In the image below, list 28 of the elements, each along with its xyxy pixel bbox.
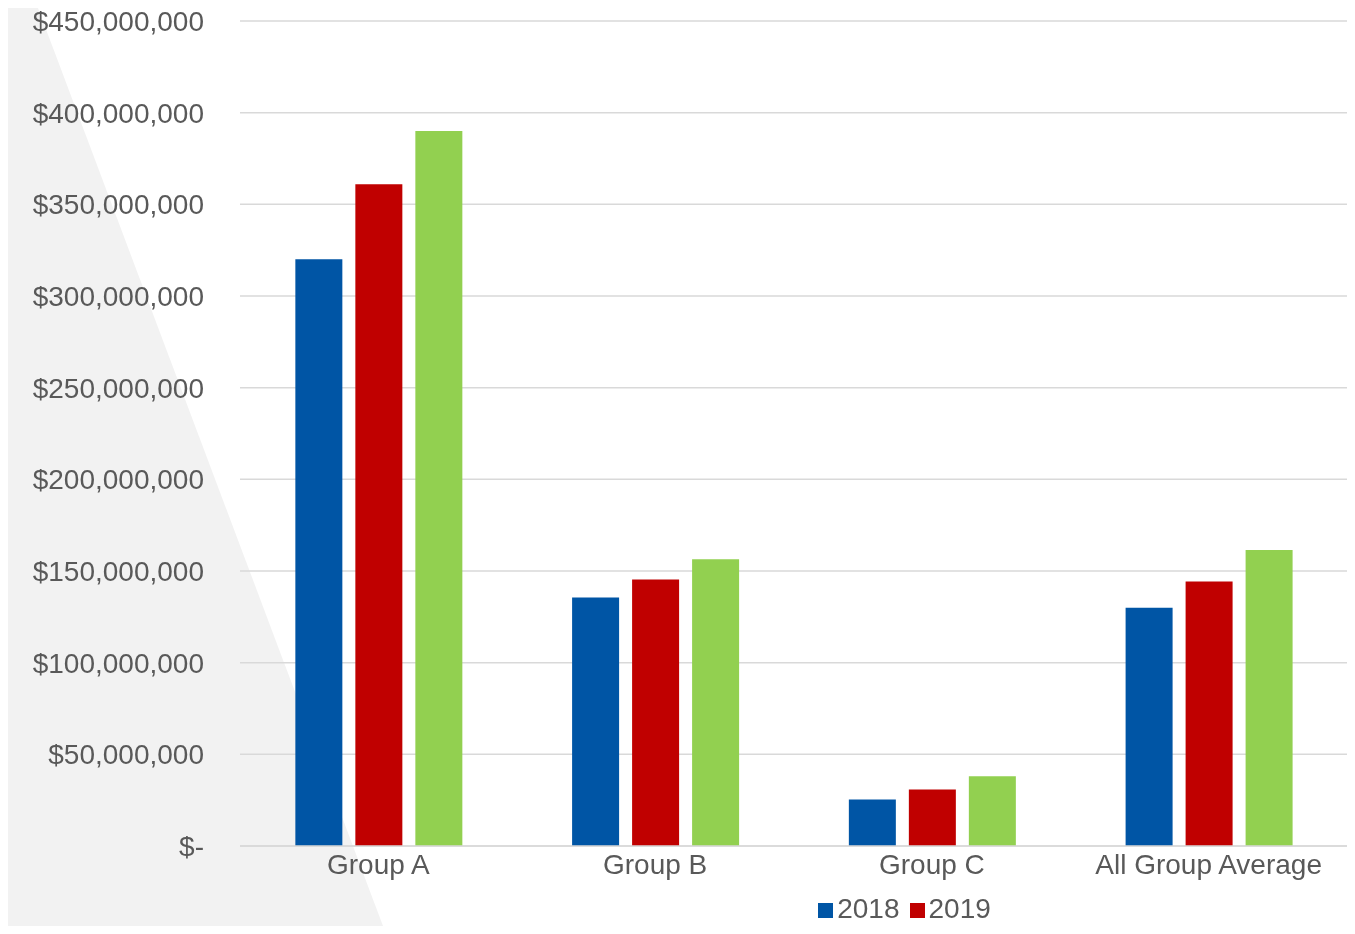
bar (908, 789, 956, 846)
y-tick-label: $50,000,000 (48, 739, 204, 771)
bar (355, 184, 403, 846)
x-tick-label: Group C (878, 848, 985, 880)
bar (1185, 581, 1233, 846)
x-tick-label: All Group Average (1095, 848, 1322, 880)
bar (632, 579, 680, 846)
bar (572, 597, 620, 846)
legend-label: 2019 (928, 893, 991, 924)
y-tick-label: $150,000,000 (32, 555, 204, 587)
y-tick-label: $200,000,000 (32, 464, 204, 496)
y-tick-label: $300,000,000 (32, 280, 204, 312)
bar (692, 559, 740, 846)
bar (415, 131, 463, 846)
bar (295, 259, 343, 846)
x-tick-label: Group A (327, 848, 431, 880)
bar (968, 776, 1016, 846)
y-tick-label: $400,000,000 (32, 97, 204, 129)
y-tick-label: $100,000,000 (32, 647, 204, 679)
y-tick-label: $350,000,000 (32, 189, 204, 221)
y-tick-label: $250,000,000 (32, 372, 204, 404)
bar (1125, 607, 1173, 846)
x-tick-label: Group B (602, 848, 708, 880)
legend-label: 2018 (837, 893, 900, 924)
bar (1245, 550, 1293, 846)
y-tick-label: $- (179, 830, 204, 862)
bar (848, 799, 896, 846)
y-tick-label: $450,000,000 (32, 5, 204, 37)
